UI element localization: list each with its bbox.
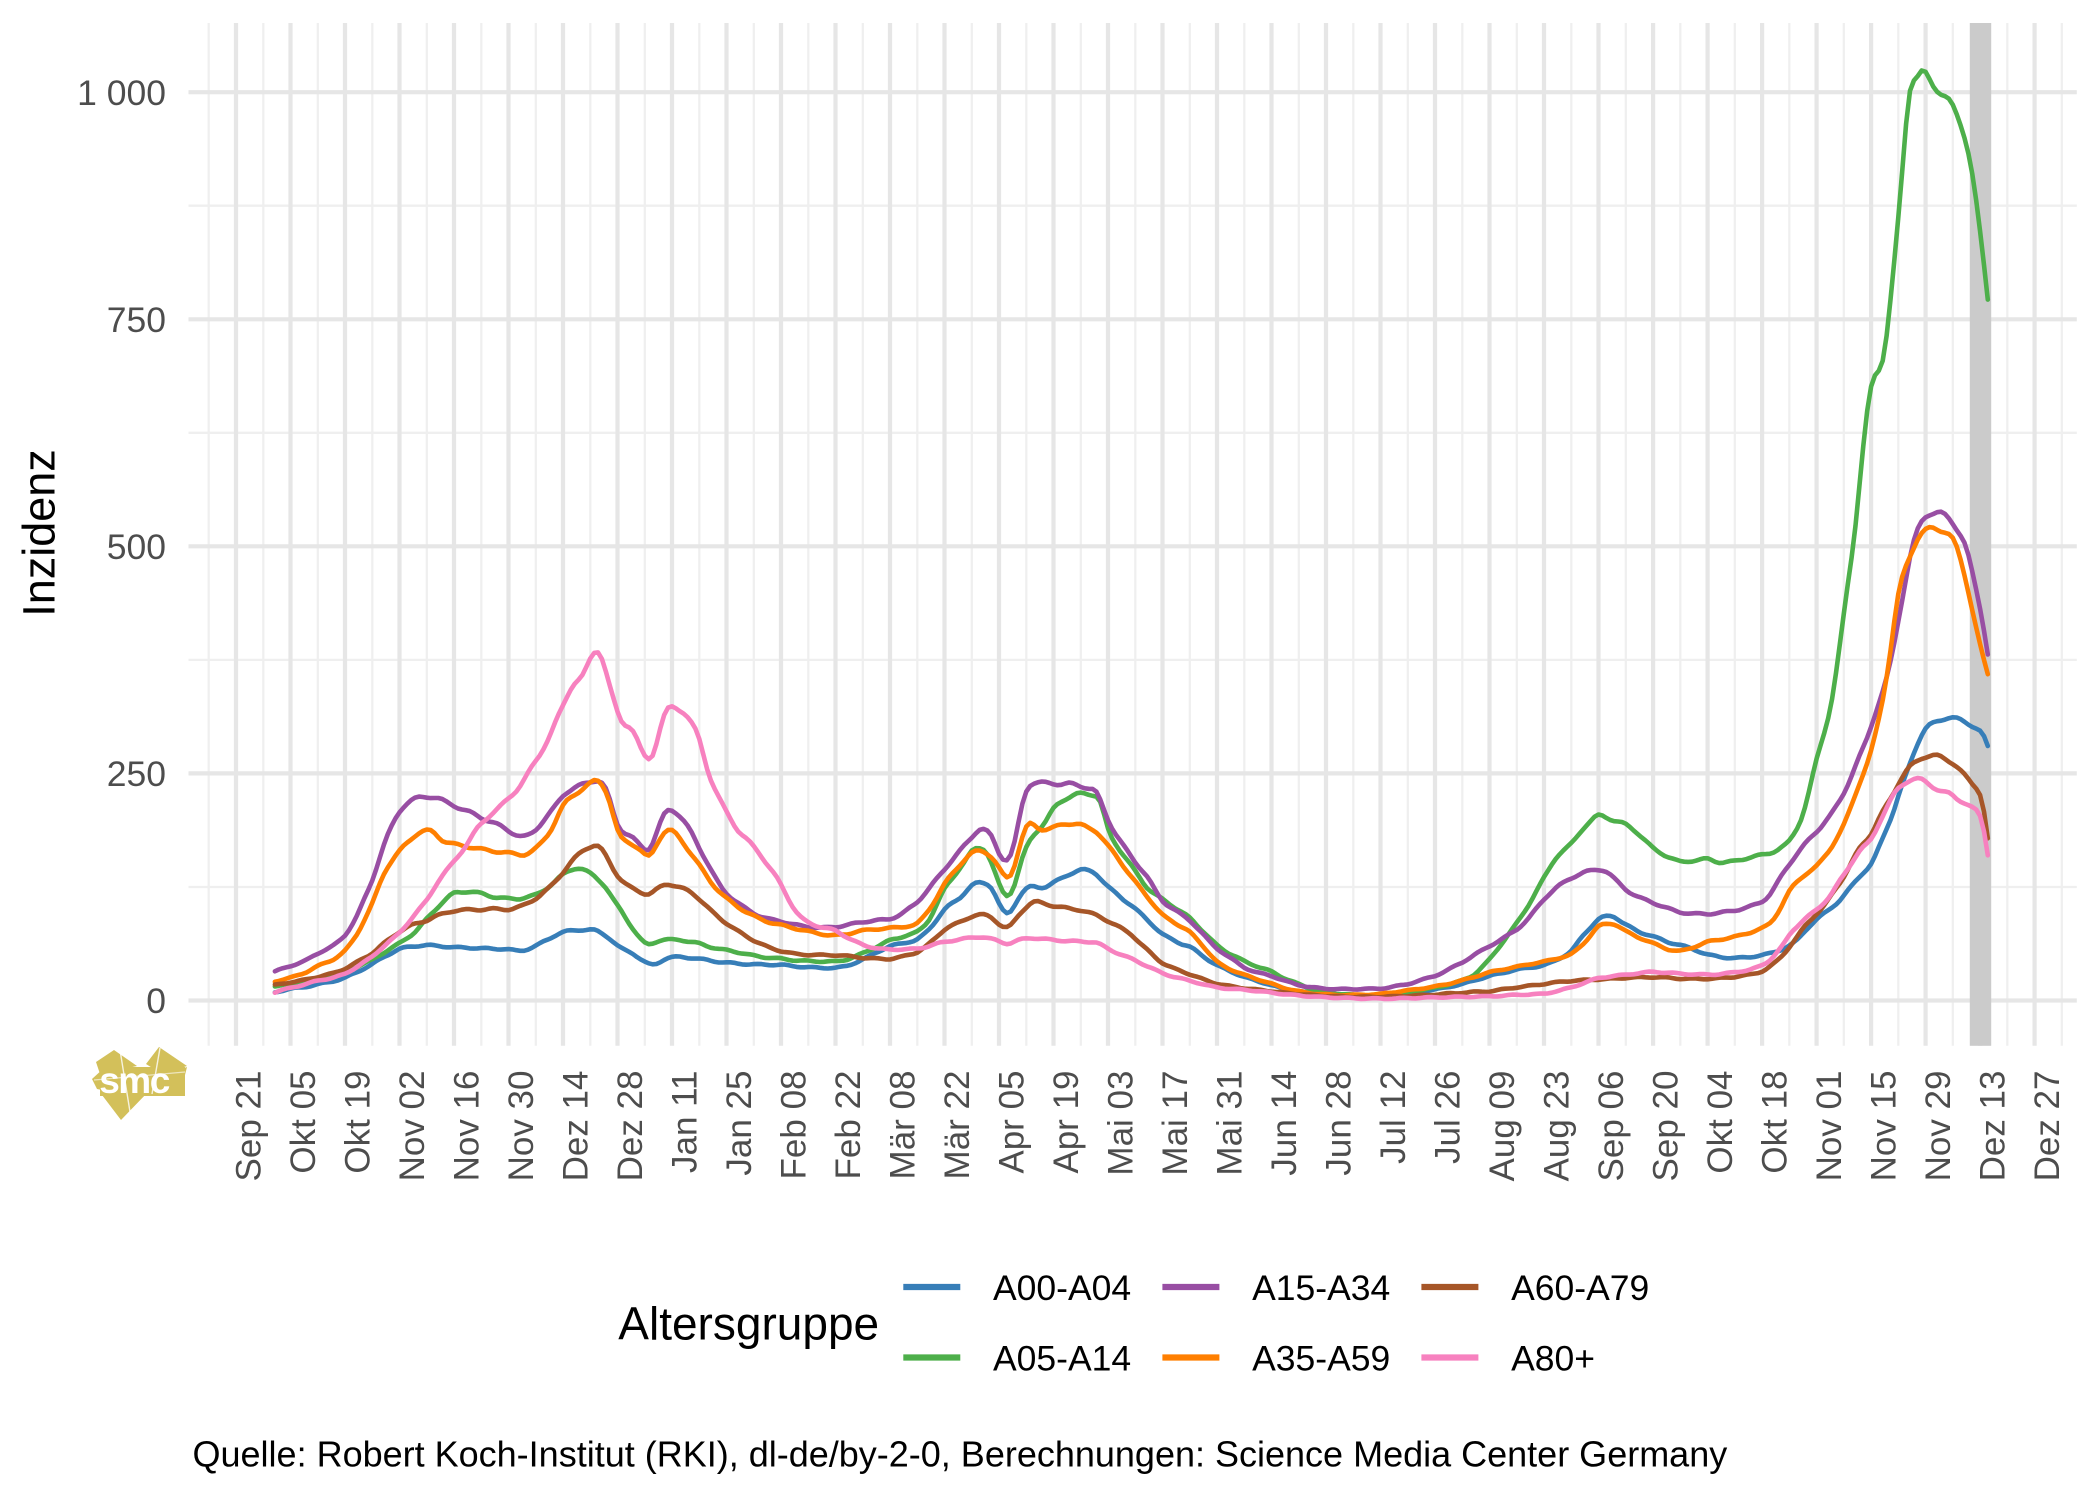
svg-text:750: 750 — [107, 300, 166, 340]
svg-text:Jun 28: Jun 28 — [1320, 1071, 1359, 1176]
svg-text:Okt 05: Okt 05 — [284, 1071, 323, 1174]
svg-text:Nov 16: Nov 16 — [448, 1071, 487, 1182]
svg-text:Sep 06: Sep 06 — [1592, 1071, 1631, 1182]
svg-text:Nov 01: Nov 01 — [1810, 1071, 1849, 1182]
svg-text:A00-A04: A00-A04 — [993, 1268, 1131, 1308]
svg-text:Mär 22: Mär 22 — [938, 1071, 977, 1180]
svg-text:A05-A14: A05-A14 — [993, 1338, 1131, 1378]
svg-text:Sep 20: Sep 20 — [1647, 1071, 1686, 1182]
svg-text:Jan 11: Jan 11 — [666, 1071, 705, 1174]
svg-text:0: 0 — [146, 981, 166, 1021]
svg-text:Apr 05: Apr 05 — [993, 1071, 1032, 1174]
svg-text:Aug 09: Aug 09 — [1483, 1071, 1522, 1182]
svg-text:Jul 26: Jul 26 — [1429, 1071, 1468, 1164]
svg-text:Okt 04: Okt 04 — [1701, 1071, 1740, 1174]
svg-text:Dez 13: Dez 13 — [1974, 1071, 2013, 1182]
svg-text:Dez 14: Dez 14 — [557, 1071, 596, 1182]
svg-text:A60-A79: A60-A79 — [1511, 1268, 1649, 1308]
svg-text:Feb 08: Feb 08 — [775, 1071, 814, 1180]
svg-text:Sep 21: Sep 21 — [230, 1071, 269, 1182]
svg-text:500: 500 — [107, 527, 166, 567]
svg-text:Feb 22: Feb 22 — [829, 1071, 868, 1180]
svg-text:Nov 29: Nov 29 — [1919, 1071, 1958, 1182]
svg-text:Nov 15: Nov 15 — [1865, 1071, 1904, 1182]
svg-text:Dez 27: Dez 27 — [2028, 1071, 2067, 1182]
svg-text:A80+: A80+ — [1511, 1338, 1595, 1378]
svg-text:Nov 30: Nov 30 — [502, 1071, 541, 1182]
svg-text:Inzidenz: Inzidenz — [14, 449, 65, 617]
svg-text:Mai 17: Mai 17 — [1156, 1071, 1195, 1176]
svg-text:Jun 14: Jun 14 — [1265, 1071, 1304, 1176]
svg-text:Altersgruppe: Altersgruppe — [618, 1298, 879, 1350]
svg-text:Nov 02: Nov 02 — [393, 1071, 432, 1182]
svg-text:Mai 31: Mai 31 — [1211, 1071, 1250, 1176]
svg-text:Okt 19: Okt 19 — [339, 1071, 378, 1174]
svg-text:Jul 12: Jul 12 — [1374, 1071, 1413, 1164]
svg-text:smc: smc — [99, 1060, 169, 1101]
svg-text:Apr 19: Apr 19 — [1047, 1071, 1086, 1174]
svg-text:Dez 28: Dez 28 — [611, 1071, 650, 1182]
svg-text:Mär 08: Mär 08 — [884, 1071, 923, 1180]
svg-text:A15-A34: A15-A34 — [1252, 1268, 1390, 1308]
svg-text:Quelle: Robert Koch-Institut (: Quelle: Robert Koch-Institut (RKI), dl-d… — [193, 1434, 1728, 1475]
svg-text:Aug 23: Aug 23 — [1538, 1071, 1577, 1182]
svg-text:A35-A59: A35-A59 — [1252, 1338, 1390, 1378]
svg-text:Okt 18: Okt 18 — [1756, 1071, 1795, 1174]
svg-text:Mai 03: Mai 03 — [1102, 1071, 1141, 1176]
svg-text:1 000: 1 000 — [77, 73, 166, 113]
svg-text:250: 250 — [107, 754, 166, 794]
svg-text:Jan 25: Jan 25 — [720, 1071, 759, 1176]
